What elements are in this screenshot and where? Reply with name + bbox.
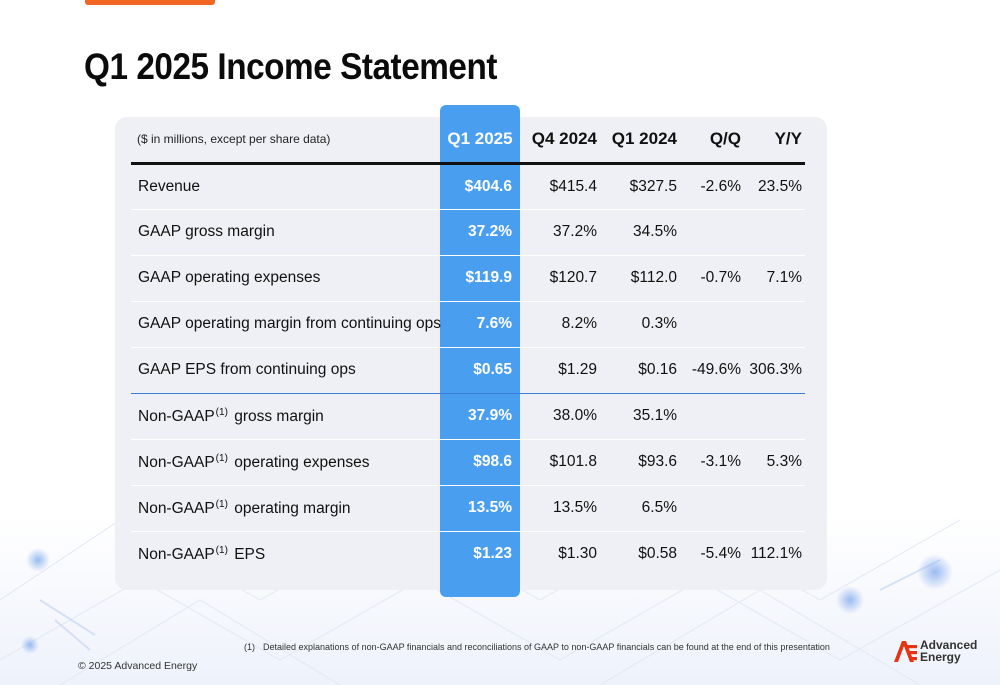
- cell-q1-2024: 35.1%: [600, 393, 680, 440]
- cell-q1-2025: 37.9%: [440, 393, 520, 440]
- accent-bar: [85, 0, 215, 5]
- footnote-marker: (1): [215, 498, 228, 510]
- cell-q1-2025: $0.65: [440, 347, 520, 394]
- row-label-prefix: Non-GAAP: [138, 545, 215, 563]
- cell-q4-2024: 38.0%: [520, 393, 600, 440]
- income-statement-table: ($ in millions, except per share data) Q…: [131, 117, 805, 577]
- cell-qq: [680, 209, 744, 256]
- column-header-q4-2024: Q4 2024: [520, 117, 600, 165]
- row-label-prefix: Non-GAAP: [138, 453, 215, 471]
- column-header-yy: Y/Y: [744, 117, 805, 165]
- footnote-marker: (1): [215, 452, 228, 464]
- row-gaap-eps: GAAP EPS from continuing ops $0.65 $1.29…: [131, 347, 805, 394]
- cell-q4-2024: 37.2%: [520, 209, 600, 256]
- cell-q4-2024: $415.4: [520, 163, 600, 210]
- cell-qq: -2.6%: [680, 163, 744, 210]
- row-label: GAAP operating margin from continuing op…: [131, 301, 441, 348]
- logo-text: Advanced Energy: [920, 639, 977, 663]
- cell-yy: 23.5%: [744, 163, 805, 210]
- logo-text-line2: Energy: [920, 650, 961, 664]
- logo-text-line1: Advanced: [920, 638, 978, 652]
- row-non-gaap-eps: Non-GAAP(1) EPS $1.23 $1.30 $0.58 -5.4% …: [131, 531, 805, 577]
- cell-q4-2024: 13.5%: [520, 485, 600, 532]
- column-header-q1-2025: Q1 2025: [440, 117, 520, 165]
- column-header-qq: Q/Q: [680, 117, 744, 165]
- row-label: Non-GAAP(1) EPS: [131, 531, 440, 577]
- cell-qq: [680, 485, 744, 532]
- cell-qq: -49.6%: [680, 347, 744, 394]
- column-header-q1-2024: Q1 2024: [600, 117, 680, 165]
- cell-q4-2024: $1.29: [520, 347, 600, 394]
- cell-yy: [744, 301, 805, 348]
- row-non-gaap-operating-expenses: Non-GAAP(1) operating expenses $98.6 $10…: [131, 439, 805, 486]
- advanced-energy-logo-icon: [894, 641, 917, 662]
- row-gaap-operating-margin: GAAP operating margin from continuing op…: [131, 301, 805, 348]
- unit-note: ($ in millions, except per share data): [131, 117, 440, 165]
- cell-qq: -5.4%: [700, 545, 742, 563]
- cell-q1-2024: $0.16: [600, 347, 680, 394]
- row-label-suffix: EPS: [229, 545, 266, 563]
- cell-yy: 5.3%: [744, 439, 805, 486]
- cell-yy: [744, 209, 805, 256]
- row-gaap-operating-expenses: GAAP operating expenses $119.9 $120.7 $1…: [131, 255, 805, 302]
- company-logo: Advanced Energy: [892, 638, 977, 664]
- page-title: Q1 2025 Income Statement: [84, 46, 498, 87]
- cell-q1-2025: $98.6: [440, 439, 520, 486]
- row-revenue: Revenue $404.6 $415.4 $327.5 -2.6% 23.5%: [131, 163, 805, 210]
- row-non-gaap-operating-margin: Non-GAAP(1) operating margin 13.5% 13.5%…: [131, 485, 805, 532]
- row-non-gaap-gross-margin: Non-GAAP(1) gross margin 37.9% 38.0% 35.…: [131, 393, 805, 440]
- cell-q1-2024: $327.5: [600, 163, 680, 210]
- cell-q1-2024: 6.5%: [600, 485, 680, 532]
- cell-yy: 306.3%: [744, 347, 805, 394]
- cell-q1-2024: 34.5%: [600, 209, 680, 256]
- row-label-prefix: Non-GAAP: [138, 407, 215, 425]
- cell-yy: 7.1%: [744, 255, 805, 302]
- footnote-text: Detailed explanations of non-GAAP financ…: [263, 642, 830, 652]
- cell-q1-2025: 37.2%: [440, 209, 520, 256]
- cell-q4-2024: $101.8: [520, 439, 600, 486]
- row-label: Revenue: [131, 163, 440, 210]
- row-label: GAAP gross margin: [131, 209, 440, 256]
- cell-qq: [680, 393, 744, 440]
- cell-q1-2025: 7.6%: [440, 301, 520, 348]
- row-label: GAAP operating expenses: [131, 255, 440, 302]
- row-label: Non-GAAP(1) operating margin: [131, 485, 440, 532]
- cell-yy: [744, 485, 805, 532]
- cell-q1-2025: $404.6: [440, 163, 520, 210]
- cell-q1-2025: $1.23: [473, 545, 512, 563]
- table-header-row: ($ in millions, except per share data) Q…: [131, 117, 805, 165]
- row-label-suffix: operating margin: [229, 499, 351, 517]
- row-label-suffix: operating expenses: [229, 453, 370, 471]
- footnote-number: (1): [244, 642, 255, 652]
- cell-q4-2024: $1.30: [558, 545, 597, 563]
- cell-q4-2024: $120.7: [520, 255, 600, 302]
- cell-q1-2024: $112.0: [600, 255, 680, 302]
- cell-qq: -3.1%: [680, 439, 744, 486]
- row-label: Non-GAAP(1) gross margin: [131, 393, 440, 440]
- row-label: GAAP EPS from continuing ops: [131, 347, 440, 394]
- copyright: © 2025 Advanced Energy: [78, 660, 198, 672]
- cell-q4-2024: 8.2%: [520, 301, 600, 348]
- footnote: (1) Detailed explanations of non-GAAP fin…: [244, 642, 830, 652]
- cell-q1-2024: $0.58: [638, 545, 677, 563]
- cell-qq: [680, 301, 744, 348]
- cell-yy: 112.1%: [750, 545, 802, 563]
- row-gaap-gross-margin: GAAP gross margin 37.2% 37.2% 34.5%: [131, 209, 805, 256]
- cell-qq: -0.7%: [680, 255, 744, 302]
- row-label-suffix: gross margin: [229, 407, 324, 425]
- cell-q1-2024: $93.6: [600, 439, 680, 486]
- row-label: Non-GAAP(1) operating expenses: [131, 439, 440, 486]
- cell-q1-2025: $119.9: [440, 255, 520, 302]
- row-label-prefix: Non-GAAP: [138, 499, 215, 517]
- footnote-marker: (1): [215, 544, 228, 556]
- cell-yy: [744, 393, 805, 440]
- footnote-marker: (1): [215, 406, 228, 418]
- cell-q1-2025: 13.5%: [440, 485, 520, 532]
- cell-q1-2024: 0.3%: [600, 301, 680, 348]
